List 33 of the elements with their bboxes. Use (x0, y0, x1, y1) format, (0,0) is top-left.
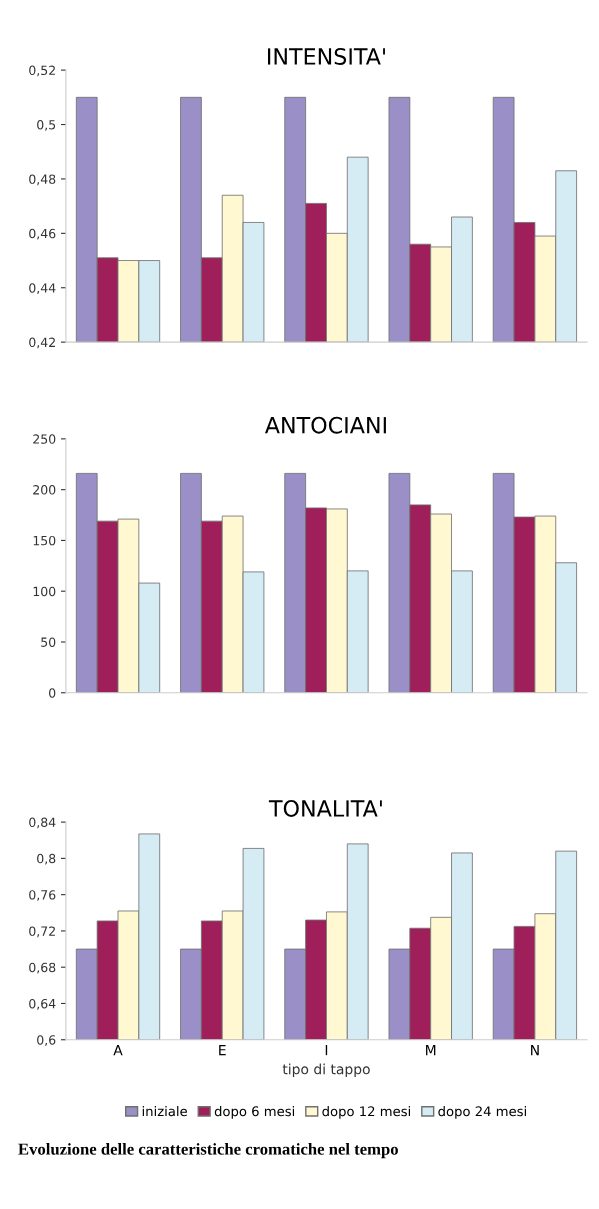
y-tick-label: 0,52 (29, 65, 55, 77)
y-tick-label: 0,48 (29, 174, 56, 186)
chart-title: ANTOCIANI (264, 416, 386, 434)
y-tick-label: 0,84 (29, 817, 56, 829)
y-tick-label: 200 (33, 485, 56, 495)
x-tick-label: A (113, 1045, 123, 1056)
text: Evoluzione delle caratteristiche cromatiche nel tempo (18, 1143, 398, 1159)
y-tick-label: 0,6 (37, 1035, 56, 1046)
y-tick-label: 0,5 (37, 120, 56, 131)
y-tick-label: 0,72 (29, 926, 55, 938)
x-tick-label: M (426, 1045, 436, 1056)
y-tick-label: 0,68 (29, 962, 56, 974)
x-axis-title: tipo di tappo (282, 1063, 370, 1078)
legend-label: dopo 12 mesi (322, 1106, 410, 1119)
y-tick-label: 150 (33, 535, 56, 546)
y-tick-label: 0,46 (29, 228, 56, 240)
y-tick-label: 100 (33, 586, 56, 597)
chart-title: TONALITA' (268, 800, 382, 817)
y-tick-label: 0,8 (37, 853, 56, 865)
x-tick-label: N (531, 1045, 539, 1056)
y-tick-label: 0,76 (29, 890, 56, 901)
x-tick-label: E (219, 1045, 226, 1056)
y-tick-label: 0,44 (29, 283, 56, 294)
legend-label: dopo 24 mesi (438, 1106, 526, 1119)
y-tick-label: 50 (41, 637, 56, 647)
legend-label: iniziale (142, 1106, 187, 1117)
y-tick-label: 0 (49, 688, 56, 698)
y-tick-label: 250 (33, 434, 56, 444)
chart-title: INTENSITA' (268, 48, 385, 65)
y-tick-label: 0,64 (29, 998, 56, 1010)
legend-label: dopo 6 mesi (214, 1106, 295, 1119)
y-tick-label: 0,42 (29, 337, 55, 349)
x-tick-label: I (325, 1045, 328, 1056)
